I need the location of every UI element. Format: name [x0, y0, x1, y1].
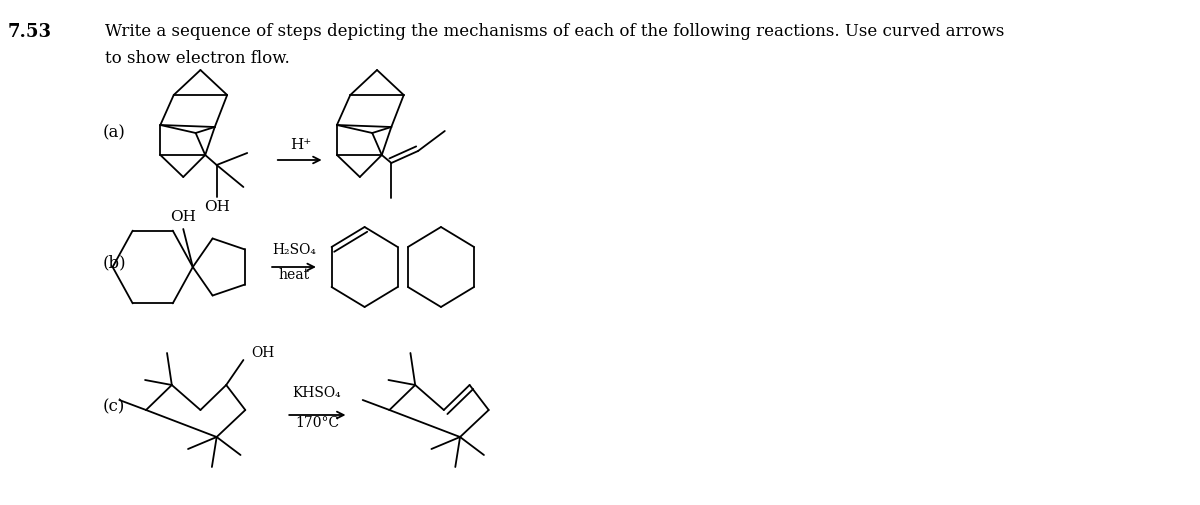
Text: to show electron flow.: to show electron flow.	[104, 50, 289, 67]
Text: 170°C: 170°C	[295, 416, 338, 430]
Text: H₂SO₄: H₂SO₄	[272, 243, 316, 257]
Text: Write a sequence of steps depicting the mechanisms of each of the following reac: Write a sequence of steps depicting the …	[104, 23, 1004, 40]
Text: (b): (b)	[103, 255, 127, 272]
Text: KHSO₄: KHSO₄	[293, 386, 341, 400]
Text: OH: OH	[204, 200, 229, 214]
Text: OH: OH	[251, 346, 275, 360]
Text: heat: heat	[278, 268, 310, 282]
Text: OH: OH	[170, 210, 196, 224]
Text: (c): (c)	[103, 398, 126, 416]
Text: H⁺: H⁺	[290, 138, 311, 152]
Text: 7.53: 7.53	[7, 23, 52, 41]
Text: (a): (a)	[103, 125, 126, 141]
